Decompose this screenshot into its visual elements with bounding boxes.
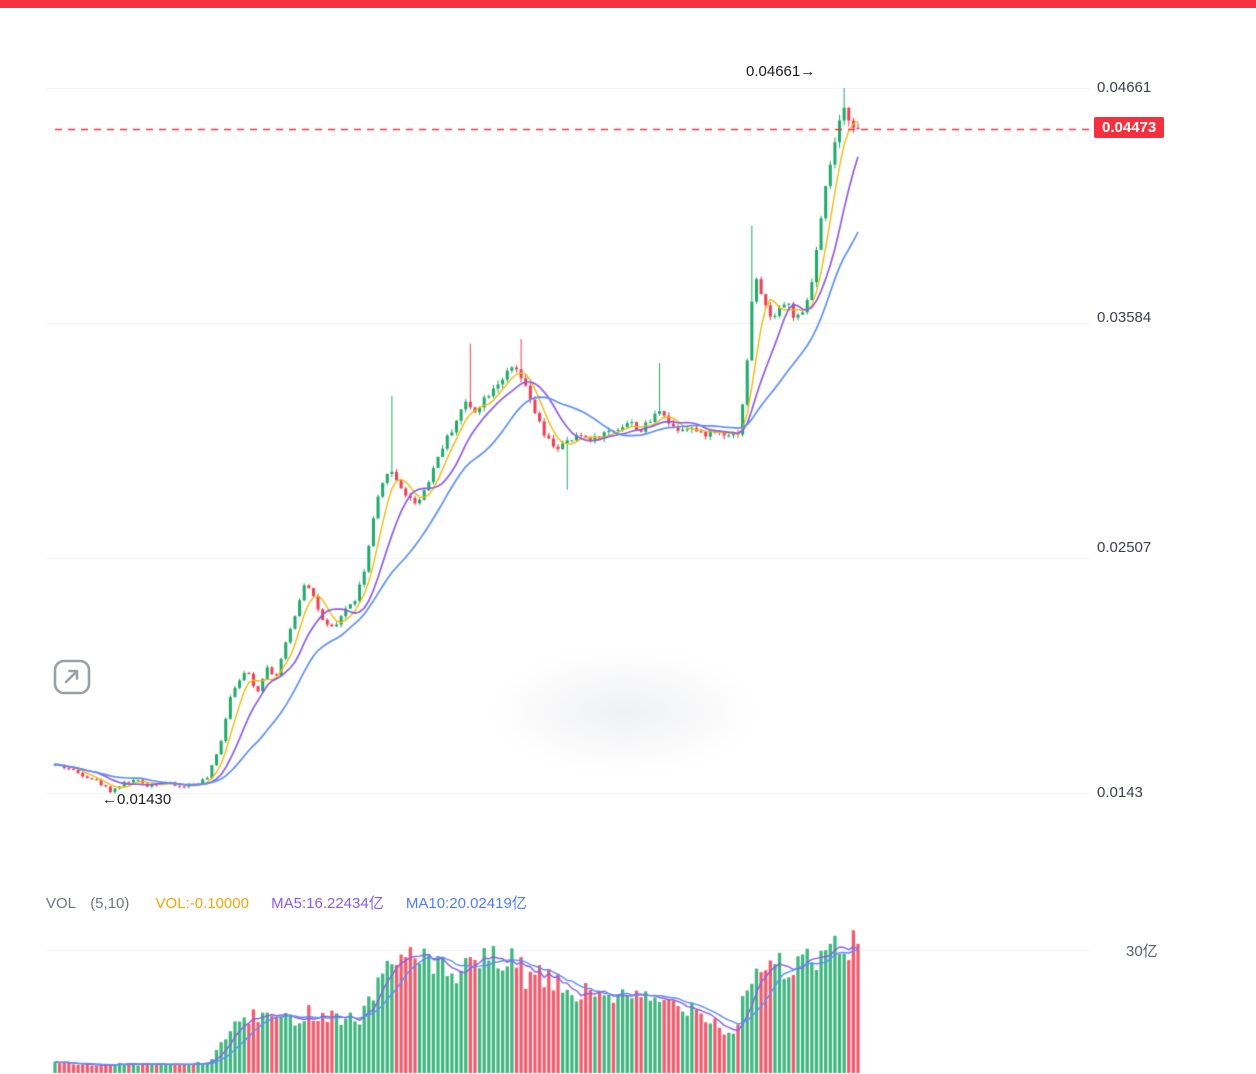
expand-icon [53, 659, 91, 695]
vol-value-label: VOL:-0.10000 [155, 895, 249, 912]
last-price-tag: 0.04473 [1094, 117, 1165, 138]
vol-ma5-label: MA5:16.22434亿 [271, 895, 384, 912]
price-axis-tick: 0.03584 [1097, 309, 1152, 326]
vol-ma10-label: MA10:20.02419亿 [405, 895, 527, 912]
high-price-annotation: 0.04661→ [746, 63, 816, 80]
volume-indicator-header: VOL (5,10) VOL:-0.10000 MA5:16.22434亿 MA… [46, 892, 527, 913]
vol-params-label: (5,10) [90, 895, 130, 912]
expand-chart-button[interactable] [52, 658, 92, 699]
low-price-annotation: ←0.01430 [102, 791, 172, 808]
vol-indicator-label[interactable]: VOL [46, 895, 77, 912]
price-axis-tick: 0.04661 [1097, 79, 1152, 96]
price-axis-tick: 0.02507 [1097, 539, 1152, 556]
price-axis-tick: 0.0143 [1097, 784, 1143, 801]
volume-axis-tick: 30亿 [1126, 943, 1158, 960]
top-accent-bar [0, 0, 1256, 8]
